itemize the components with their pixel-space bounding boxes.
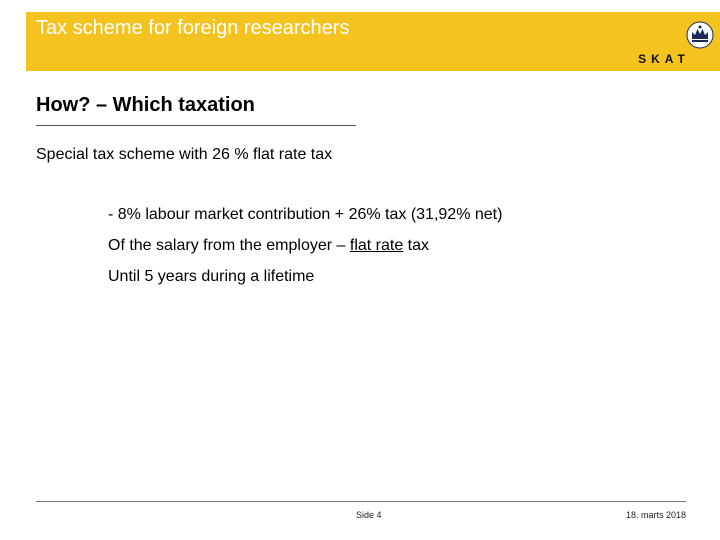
skat-logo: SKAT bbox=[614, 18, 714, 68]
page-number: Side 4 bbox=[356, 510, 382, 520]
list-item-duration: Until 5 years during a lifetime bbox=[108, 267, 502, 286]
bullet-list: - 8% labour market contribution + 26% ta… bbox=[108, 205, 502, 298]
footer-divider bbox=[36, 501, 686, 502]
section-title: How? – Which taxation bbox=[36, 94, 255, 116]
list-item-contribution: - 8% labour market contribution + 26% ta… bbox=[108, 205, 502, 224]
flat-rate-text: flat rate bbox=[349, 237, 404, 254]
footer-date: 18. marts 2018 bbox=[625, 510, 686, 520]
list-item-text-suffix: tax bbox=[403, 237, 430, 254]
logo-text: SKAT bbox=[638, 52, 690, 66]
list-item-text: - 8% labour market contribution + 26% ta… bbox=[108, 206, 503, 223]
crown-emblem-icon bbox=[686, 21, 714, 49]
intro-text: Special tax scheme with 26 % flat rate t… bbox=[36, 146, 333, 163]
list-item-text: Until 5 years during a lifetime bbox=[108, 268, 315, 285]
header-title: Tax scheme for foreign researchers bbox=[36, 17, 350, 39]
list-item-salary: Of the salary from the employer – flat r… bbox=[108, 236, 502, 255]
list-item-text-prefix: Of the salary from the employer – bbox=[108, 237, 350, 254]
header-bar: Tax scheme for foreign researchers SKAT bbox=[26, 12, 720, 71]
title-divider bbox=[36, 125, 356, 126]
